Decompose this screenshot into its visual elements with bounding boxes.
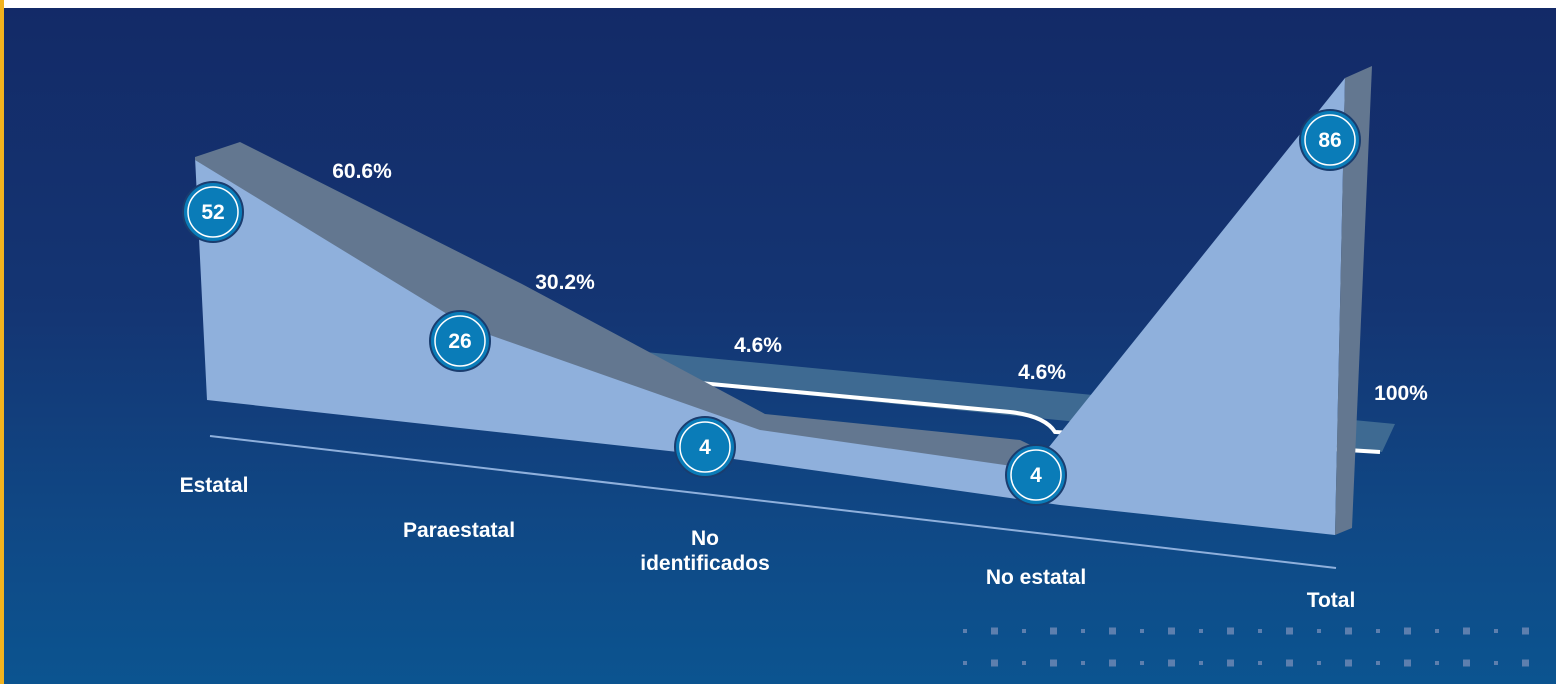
decorative-dot	[1463, 659, 1470, 667]
value-bubble: 86	[1299, 109, 1361, 171]
decorative-dot	[1227, 659, 1234, 667]
decorative-dot	[1494, 661, 1498, 665]
decorative-dot	[963, 629, 967, 633]
accent-bar	[0, 0, 4, 684]
decorative-dot	[1258, 661, 1262, 665]
value-bubble: 4	[1005, 444, 1067, 506]
decorative-dot	[1109, 659, 1116, 667]
category-label: No identificados	[640, 527, 770, 575]
area-side-face	[1335, 66, 1372, 535]
decorative-dot	[1522, 659, 1529, 667]
decorative-dots	[963, 627, 1529, 667]
decorative-dot	[1404, 627, 1411, 635]
decorative-dot	[991, 627, 998, 635]
percent-label: 60.6%	[332, 160, 392, 183]
decorative-dot	[1463, 627, 1470, 635]
decorative-dot	[1081, 661, 1085, 665]
percent-label: 4.6%	[734, 334, 782, 357]
decorative-dot	[1022, 629, 1026, 633]
decorative-dot	[1022, 661, 1026, 665]
decorative-dot	[1140, 629, 1144, 633]
decorative-dot	[1081, 629, 1085, 633]
decorative-dot	[1199, 629, 1203, 633]
value-bubble: 26	[429, 310, 491, 372]
decorative-dot	[1168, 659, 1175, 667]
decorative-dot	[1199, 661, 1203, 665]
decorative-dot	[1050, 627, 1057, 635]
value-bubble: 4	[674, 416, 736, 478]
bubble-value: 4	[1030, 464, 1042, 487]
bubble-value: 4	[699, 436, 711, 459]
bubble-value: 52	[201, 201, 224, 224]
category-label: Paraestatal	[403, 519, 515, 542]
decorative-dot	[1286, 659, 1293, 667]
decorative-dot	[1522, 627, 1529, 635]
bubble-value: 26	[448, 330, 471, 353]
decorative-dot	[1140, 661, 1144, 665]
decorative-dot	[1494, 629, 1498, 633]
category-label: Total	[1307, 589, 1356, 612]
decorative-dot	[1168, 627, 1175, 635]
decorative-dot	[963, 661, 967, 665]
area-top-ribbon	[195, 142, 1045, 470]
decorative-dot	[1317, 629, 1321, 633]
decorative-dot	[1286, 627, 1293, 635]
percent-label: 4.6%	[1018, 361, 1066, 384]
category-label: No estatal	[986, 566, 1086, 589]
decorative-dot	[1227, 627, 1234, 635]
percent-label: 100%	[1374, 382, 1428, 405]
decorative-dot	[1404, 659, 1411, 667]
decorative-dot	[1376, 629, 1380, 633]
decorative-dot	[1050, 659, 1057, 667]
top-border	[0, 0, 1556, 8]
category-label: Estatal	[180, 474, 249, 497]
decorative-dot	[1376, 661, 1380, 665]
decorative-dot	[991, 659, 998, 667]
decorative-dot	[1109, 627, 1116, 635]
decorative-dot	[1435, 629, 1439, 633]
decorative-dot	[1317, 661, 1321, 665]
decorative-dot	[1345, 659, 1352, 667]
x-axis-line	[209, 435, 1337, 569]
bubble-value: 86	[1318, 129, 1341, 152]
decorative-dot	[1345, 627, 1352, 635]
back-ribbon-highlight	[699, 381, 1381, 454]
decorative-dot	[1435, 661, 1439, 665]
decorative-dot	[1258, 629, 1262, 633]
value-bubble: 52	[182, 181, 244, 243]
area-front-face	[195, 78, 1345, 535]
percent-label: 30.2%	[535, 271, 595, 294]
